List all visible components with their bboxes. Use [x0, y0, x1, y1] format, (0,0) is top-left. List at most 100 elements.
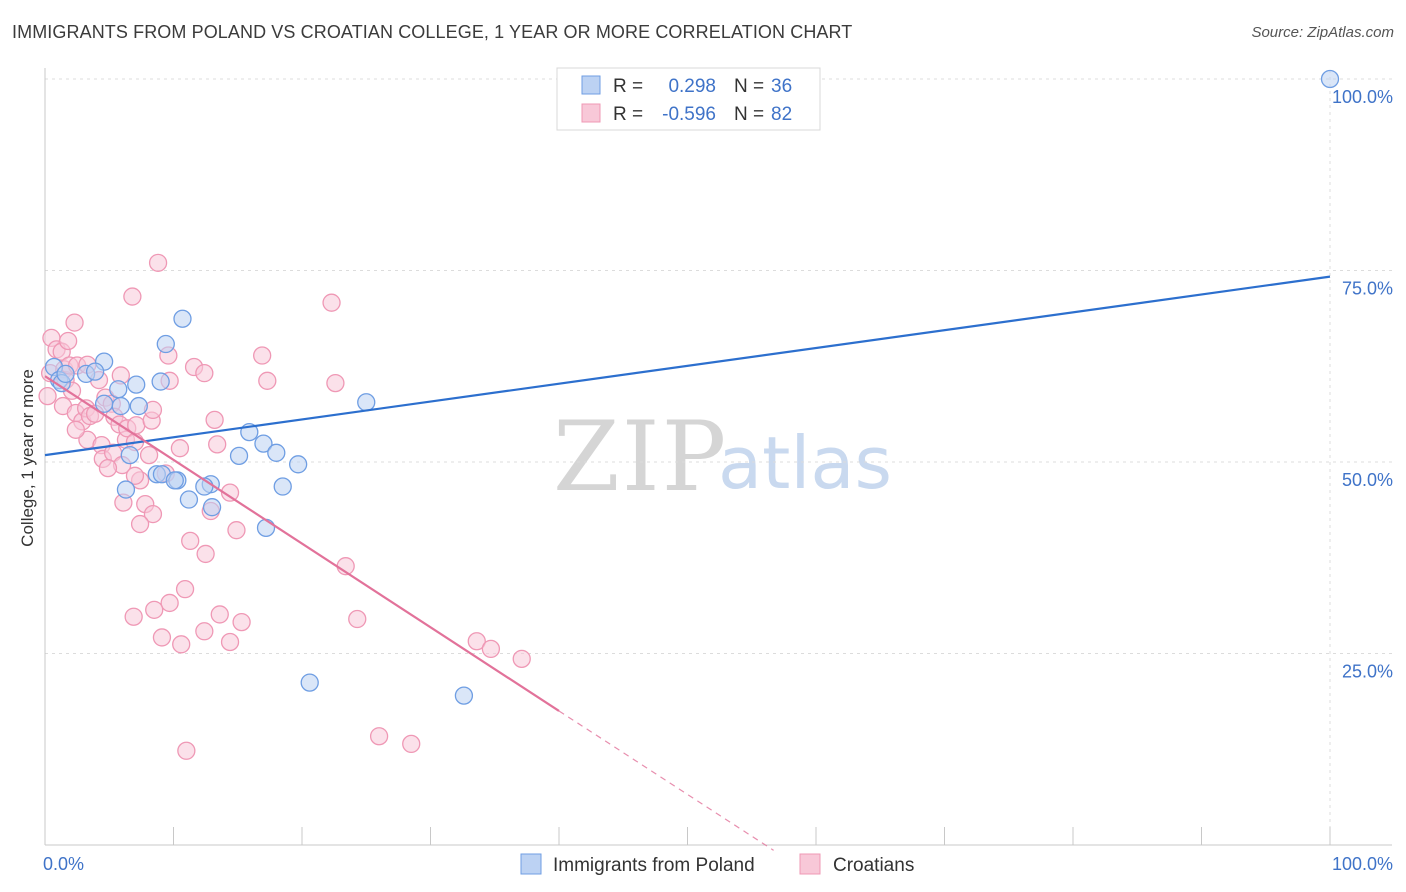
watermark-zip: ZIP: [553, 401, 728, 513]
watermark: ZIP atlas: [553, 401, 892, 513]
data-point: [120, 445, 139, 465]
data-point: [348, 609, 367, 629]
stats-r-label-poland: R =: [613, 76, 643, 97]
trend-line-croatians-extension: [558, 710, 774, 851]
data-point: [129, 396, 148, 416]
data-point: [124, 607, 143, 626]
data-point: [326, 373, 345, 393]
data-point: [145, 600, 164, 619]
data-point: [160, 593, 179, 613]
data-point: [1320, 69, 1340, 89]
data-point: [322, 293, 341, 312]
series-layer: [38, 69, 1340, 760]
data-point: [179, 490, 199, 509]
data-point: [170, 439, 190, 458]
data-point: [202, 498, 222, 517]
stats-n-value-poland: 36: [771, 76, 792, 97]
data-point: [116, 480, 136, 499]
data-point: [205, 410, 224, 430]
legend-label-poland: Immigrants from Poland: [553, 855, 755, 876]
stats-n-label-croatians: N =: [734, 104, 764, 125]
data-point: [467, 632, 486, 651]
data-point: [229, 446, 249, 466]
data-point: [195, 363, 214, 383]
stats-n-label-poland: N =: [734, 76, 764, 97]
axes: [44, 68, 1392, 846]
y-tick-label: 100.0%: [1332, 87, 1393, 107]
data-point: [125, 466, 145, 485]
data-point: [177, 741, 196, 760]
data-point: [227, 521, 246, 540]
stats-box-frame: [556, 67, 821, 131]
data-point: [258, 371, 277, 390]
data-point: [220, 632, 240, 652]
data-point: [58, 331, 78, 351]
data-point: [56, 364, 75, 384]
x-tick-label: 100.0%: [1332, 854, 1393, 874]
stats-legend: R = 0.298 N = 36 R = -0.596 N = 82: [556, 67, 821, 131]
series-croatians: [38, 253, 531, 760]
data-point: [253, 346, 272, 365]
data-point: [130, 514, 150, 534]
data-point: [402, 734, 421, 754]
data-point: [181, 531, 200, 551]
data-point: [273, 477, 292, 496]
source-credit: Source: ZipAtlas.com: [1251, 24, 1394, 41]
data-point: [210, 605, 229, 624]
y-tick-label: 50.0%: [1342, 470, 1393, 490]
watermark-atlas: atlas: [718, 421, 892, 505]
stats-r-value-croatians: -0.596: [662, 104, 716, 125]
data-point: [109, 380, 128, 399]
data-point: [357, 393, 376, 412]
stats-r-value-poland: 0.298: [668, 76, 716, 97]
data-point: [127, 375, 146, 394]
data-point: [111, 396, 130, 416]
data-point: [196, 544, 215, 564]
data-point: [151, 372, 170, 391]
data-point: [85, 362, 105, 381]
stats-swatch-croatians: [581, 103, 601, 123]
data-point: [65, 313, 84, 332]
trend-line-croatians: [44, 375, 560, 712]
data-point: [139, 445, 159, 465]
legend-swatch-croatians: [799, 853, 821, 875]
series-poland: [44, 69, 1340, 705]
stats-r-label-croatians: R =: [613, 104, 643, 125]
data-point: [123, 287, 142, 306]
data-point: [481, 639, 501, 659]
tick-labels: 25.0% 50.0% 75.0% 100.0% 0.0% 100.0%: [43, 87, 1393, 874]
data-point: [512, 649, 531, 669]
trend-layer: [44, 275, 1331, 851]
data-point: [254, 434, 273, 453]
grid-lines: [45, 70, 1392, 845]
data-point: [66, 420, 85, 439]
legend-swatch-poland: [520, 853, 542, 875]
stats-swatch-poland: [581, 75, 601, 95]
data-point: [98, 458, 118, 478]
data-point: [156, 334, 175, 354]
data-point: [38, 386, 57, 406]
bottom-legend: Immigrants from Poland Croatians: [520, 853, 914, 876]
data-point: [148, 253, 168, 272]
data-point: [267, 443, 286, 462]
data-point: [369, 727, 389, 746]
legend-label-croatians: Croatians: [833, 855, 914, 876]
data-point: [454, 686, 474, 705]
data-point: [195, 622, 214, 641]
data-point: [175, 580, 195, 599]
data-point: [173, 309, 192, 328]
data-point: [220, 483, 240, 502]
data-point: [152, 628, 172, 647]
x-tick-label: 0.0%: [43, 854, 84, 874]
data-point: [165, 471, 184, 490]
y-tick-label: 25.0%: [1342, 662, 1393, 682]
data-point: [143, 504, 163, 524]
chart-title: IMMIGRANTS FROM POLAND VS CROATIAN COLLE…: [12, 22, 853, 42]
data-point: [208, 435, 227, 454]
data-point: [288, 455, 308, 474]
y-tick-label: 75.0%: [1342, 279, 1393, 299]
data-point: [256, 518, 276, 538]
trend-line-poland: [44, 275, 1331, 457]
data-point: [172, 635, 191, 654]
